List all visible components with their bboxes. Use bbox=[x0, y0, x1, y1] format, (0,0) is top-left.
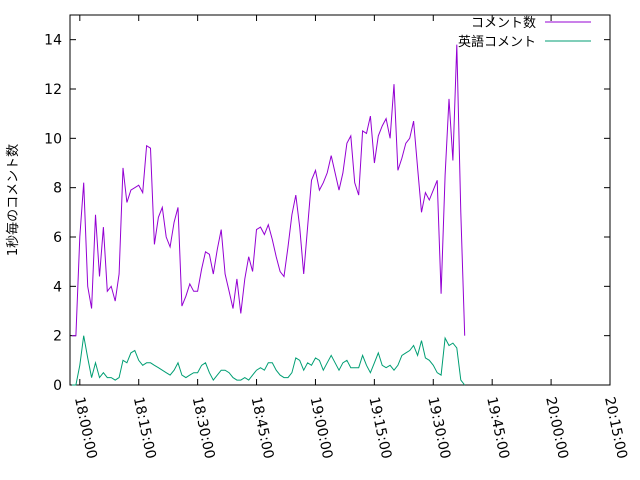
x-tick-label: 20:00:00 bbox=[542, 396, 571, 461]
y-axis-label: 1秒毎のコメント数 bbox=[5, 144, 21, 256]
series-line-1 bbox=[72, 44, 466, 337]
series-line-2 bbox=[72, 335, 466, 386]
x-tick-label: 19:00:00 bbox=[307, 396, 336, 461]
y-tick-label: 2 bbox=[53, 329, 62, 345]
y-tick-label: 10 bbox=[44, 131, 62, 147]
series-layer bbox=[72, 44, 466, 386]
y-tick-label: 14 bbox=[44, 33, 62, 49]
x-tick-label: 19:45:00 bbox=[483, 396, 512, 461]
x-tick-label: 18:00:00 bbox=[71, 396, 100, 461]
y-tick-label: 0 bbox=[53, 378, 62, 394]
x-tick-label: 18:45:00 bbox=[248, 396, 277, 461]
x-tick-label: 19:15:00 bbox=[365, 396, 394, 461]
y-axis: 0 2 4 6 8 10 12 14 bbox=[44, 33, 610, 394]
legend-label: コメント数 bbox=[471, 16, 536, 31]
y-tick-label: 8 bbox=[53, 181, 62, 197]
plot-area bbox=[69, 14, 611, 386]
y-tick-label: 12 bbox=[44, 82, 62, 98]
legend-label: 英語コメント bbox=[458, 34, 536, 50]
x-tick-label: 19:30:00 bbox=[424, 396, 453, 461]
x-tick-label: 18:15:00 bbox=[130, 396, 159, 461]
x-axis: 18:00:00 18:15:00 18:30:00 18:45:00 19:00:00… bbox=[71, 15, 630, 460]
x-tick-label: 18:30:00 bbox=[189, 396, 218, 461]
y-tick-label: 6 bbox=[53, 230, 62, 246]
x-tick-label: 20:15:00 bbox=[601, 396, 630, 461]
y-tick-label: 4 bbox=[53, 279, 62, 295]
